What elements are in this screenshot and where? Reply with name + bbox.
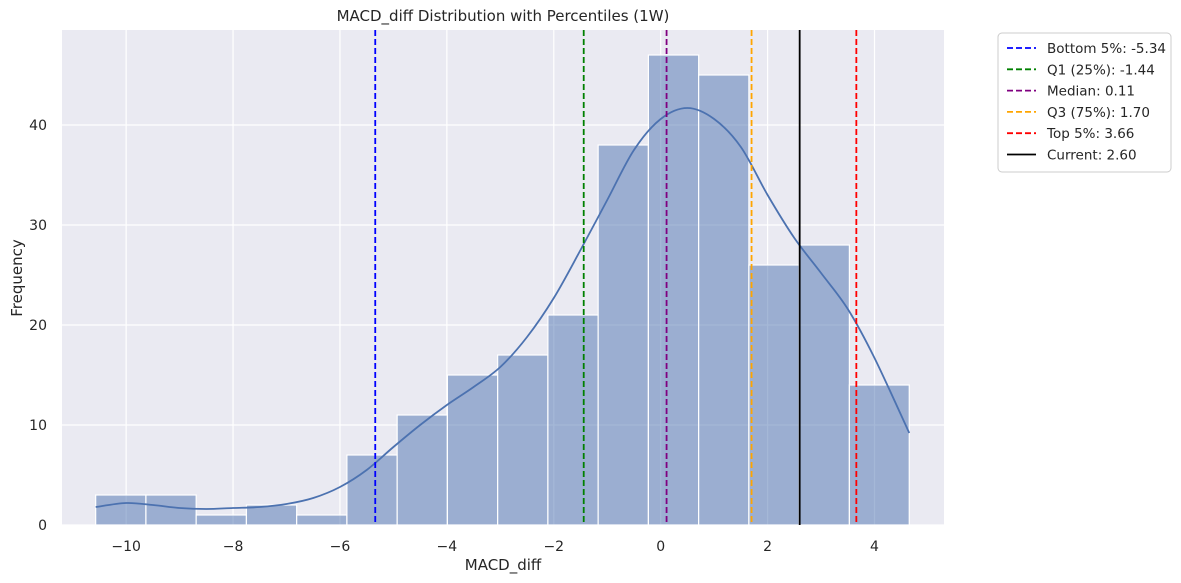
histogram-bar (497, 354, 549, 526)
x-tick-label: −6 (330, 539, 351, 555)
histogram-bar (446, 374, 499, 526)
percentile-lines (374, 30, 858, 525)
histogram-bar (95, 494, 147, 526)
y-tick-label: 10 (29, 418, 47, 434)
chart-title: MACD_diff Distribution with Percentiles … (337, 7, 670, 26)
y-tick-label: 30 (29, 218, 47, 234)
histogram-bar (848, 384, 910, 526)
histogram-bar (698, 74, 750, 526)
x-tick-label: 2 (763, 539, 772, 555)
histogram-bar (296, 514, 348, 526)
legend-label: Current: 2.60 (1047, 148, 1137, 164)
histogram-bar (547, 314, 599, 526)
y-tick-label: 40 (29, 118, 47, 134)
x-tick-label: −4 (437, 539, 458, 555)
legend-label: Top 5%: 3.66 (1046, 126, 1134, 142)
legend-label: Q1 (25%): -1.44 (1047, 62, 1155, 78)
x-tick-label: −8 (223, 539, 244, 555)
y-tick-labels: 0 10 20 30 40 (29, 118, 47, 534)
histogram-bar (396, 414, 449, 526)
y-tick-label: 20 (29, 318, 47, 334)
x-tick-label: 4 (870, 539, 879, 555)
histogram-bar (145, 494, 197, 526)
x-tick-labels: −10 −8 −6 −4 −2 0 2 4 (111, 539, 879, 555)
y-tick-label: 0 (38, 518, 47, 534)
x-tick-label: −2 (543, 539, 564, 555)
kde-curve (95, 107, 911, 510)
histogram-bars (95, 54, 910, 526)
legend-label: Median: 0.11 (1047, 84, 1135, 100)
legend: Bottom 5%: -5.34 Q1 (25%): -1.44 Median: 0… (997, 32, 1172, 173)
histogram-bar (647, 54, 700, 526)
histogram-bar (748, 264, 800, 526)
x-tick-label: −10 (111, 539, 141, 555)
x-axis-label: MACD_diff (465, 556, 542, 575)
legend-box (997, 32, 1172, 173)
x-tick-label: 0 (656, 539, 665, 555)
histogram-bar (195, 514, 248, 526)
legend-label: Bottom 5%: -5.34 (1047, 41, 1166, 57)
legend-label: Q3 (75%): 1.70 (1047, 105, 1150, 121)
y-axis-label: Frequency (8, 239, 26, 317)
histogram-bar (798, 244, 850, 526)
